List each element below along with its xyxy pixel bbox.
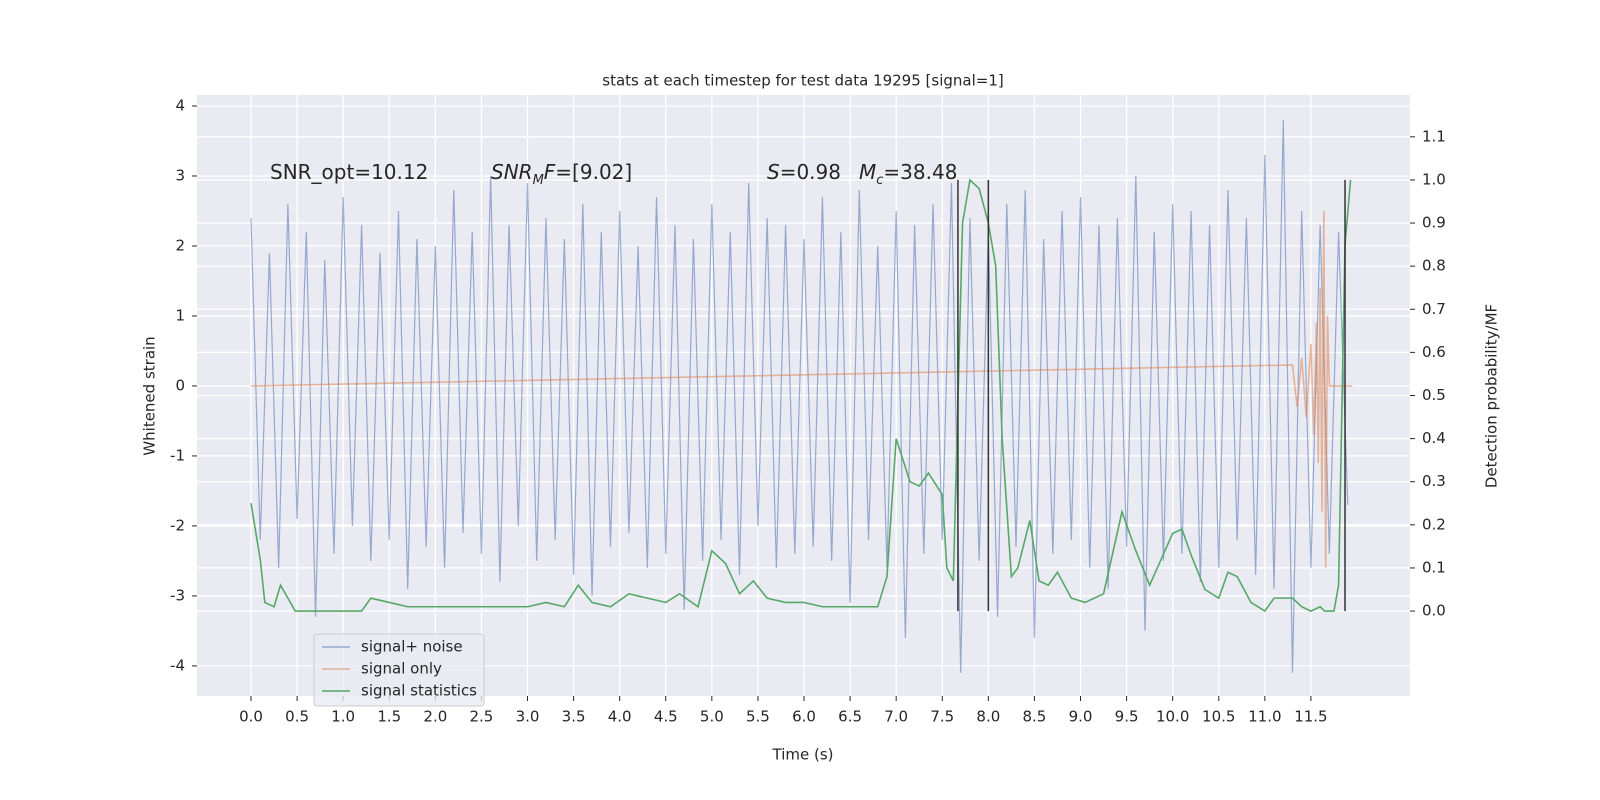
y-axis-label: Whitened strain — [141, 336, 159, 455]
x-tick-label: 8.0 — [976, 708, 1000, 726]
y2-tick-label: 0.1 — [1422, 558, 1446, 576]
y2-tick-label: 0.0 — [1422, 602, 1446, 620]
annotation: S=0.98 — [767, 160, 841, 184]
y2-tick-label: 0.4 — [1422, 429, 1446, 447]
x-tick-label: 11.5 — [1294, 708, 1327, 726]
legend-label: signal+ noise — [361, 638, 463, 656]
x-tick-label: 4.5 — [654, 708, 678, 726]
x-tick-label: 8.5 — [1022, 708, 1046, 726]
y-tick-label: 3 — [175, 166, 185, 184]
x-tick-label: 11.0 — [1248, 708, 1281, 726]
legend-label: signal statistics — [361, 682, 477, 700]
y2-tick-label: 1.0 — [1422, 170, 1446, 188]
x-tick-label: 9.0 — [1069, 708, 1093, 726]
x-tick-label: 2.5 — [469, 708, 493, 726]
x-tick-label: 7.0 — [884, 708, 908, 726]
y2-tick-label: 0.6 — [1422, 343, 1446, 361]
x-tick-label: 7.5 — [930, 708, 954, 726]
x-tick-label: 0.5 — [285, 708, 309, 726]
x-tick-label: 10.0 — [1156, 708, 1189, 726]
y2-tick-label: 0.9 — [1422, 214, 1446, 232]
legend-label: signal only — [361, 660, 442, 678]
y-tick-label: -3 — [170, 586, 185, 604]
series-line — [250, 119, 1349, 673]
annotation-part: M — [859, 160, 876, 184]
x-tick-label: 6.0 — [792, 708, 816, 726]
x-tick-label: 3.5 — [562, 708, 586, 726]
annotation-part: =38.48 — [883, 160, 957, 184]
y-tick-label: 0 — [175, 376, 185, 394]
y2-tick-label: 0.8 — [1422, 257, 1446, 275]
annotation-part: =[9.02] — [555, 160, 632, 184]
annotation-part: F — [544, 160, 556, 184]
y-tick-label: -1 — [170, 446, 185, 464]
y-tick-label: -2 — [170, 516, 185, 534]
y2-tick-label: 1.1 — [1422, 127, 1446, 145]
annotation-part: SNR_opt=10.12 — [270, 160, 428, 184]
y2-tick-label: 0.5 — [1422, 386, 1446, 404]
y-tick-label: -4 — [170, 656, 185, 674]
x-tick-label: 2.0 — [423, 708, 447, 726]
y-tick-label: 1 — [175, 306, 185, 324]
legend-box — [313, 633, 485, 707]
x-tick-label: 6.5 — [838, 708, 862, 726]
annotation: SNR_opt=10.12 — [270, 160, 428, 184]
x-tick-label: 10.5 — [1202, 708, 1235, 726]
y2-axis-label: Detection probability/MF — [1483, 304, 1501, 488]
annotation-part: M — [533, 173, 544, 188]
x-tick-label: 4.0 — [608, 708, 632, 726]
x-tick-label: 1.0 — [331, 708, 355, 726]
series-line — [250, 210, 1353, 568]
series-line — [250, 178, 1352, 613]
x-tick-label: 3.0 — [516, 708, 540, 726]
y-tick-label: 4 — [175, 96, 185, 114]
annotation-part: =0.98 — [780, 160, 841, 184]
y2-tick-label: 0.7 — [1422, 300, 1446, 318]
x-tick-label: 9.5 — [1115, 708, 1139, 726]
annotation: Mc=38.48 — [859, 160, 957, 189]
y2-tick-label: 0.2 — [1422, 515, 1446, 533]
x-tick-label: 0.0 — [239, 708, 263, 726]
annotation: SNRMF=[9.02] — [491, 160, 632, 189]
y2-tick-label: 0.3 — [1422, 472, 1446, 490]
annotation-part: c — [876, 173, 883, 188]
annotation-part: S — [767, 160, 780, 184]
x-tick-label: 5.0 — [700, 708, 724, 726]
annotation-part: SNR — [491, 160, 533, 184]
y-tick-label: 2 — [175, 236, 185, 254]
x-tick-label: 1.5 — [377, 708, 401, 726]
x-tick-label: 5.5 — [746, 708, 770, 726]
x-axis-label: Time (s) — [772, 746, 834, 764]
chart-title: stats at each timestep for test data 192… — [602, 72, 1003, 90]
